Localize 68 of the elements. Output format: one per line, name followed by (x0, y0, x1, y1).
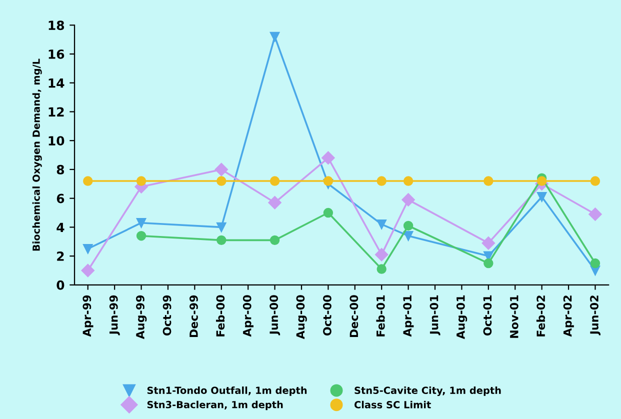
x-tick-label: Nov-01 (510, 295, 518, 338)
point (588, 208, 602, 221)
point (590, 176, 600, 186)
x-tick-label: Jun-99 (109, 295, 120, 336)
y-tick-label: 4 (56, 222, 64, 232)
x-tick-label: Apr-00 (242, 295, 254, 337)
y-tick-label: 14 (48, 78, 64, 88)
point (323, 208, 334, 218)
point (83, 244, 93, 254)
point (403, 230, 414, 241)
point (403, 176, 414, 186)
point (484, 258, 494, 268)
point (136, 230, 146, 241)
point (136, 218, 146, 228)
point (214, 162, 228, 176)
x-tick-label: Aug-01 (456, 295, 468, 340)
x-tick-label: Feb-02 (536, 296, 546, 336)
point (536, 192, 547, 202)
x-tick-label: Apr-02 (563, 296, 574, 337)
legend-label: Class SC Limit (354, 400, 431, 408)
y-tick-label: 6 (56, 194, 64, 204)
point (323, 176, 334, 186)
point (216, 235, 226, 246)
x-tick-label: Feb-01 (376, 295, 385, 336)
point (484, 176, 494, 186)
y-tick-label: 10 (48, 136, 64, 146)
x-tick-label: Apr-99 (82, 295, 94, 337)
legend-label: Stn1-Tondo Outfall, 1m depth (147, 386, 307, 396)
x-tick-label: Oct-99 (162, 295, 172, 336)
point (482, 236, 496, 250)
y-tick-label: 12 (48, 107, 64, 116)
point (376, 176, 386, 186)
point (590, 258, 600, 268)
legend-label: Stn3-Bacleran, 1m depth (147, 400, 283, 410)
x-tick-label: Aug-99 (136, 295, 147, 340)
x-tick-label: Jun-01 (430, 295, 440, 336)
point (402, 193, 415, 206)
point (216, 222, 226, 232)
point (322, 151, 335, 165)
y-axis-title: Biochemical Oxygen Demand, mg/L (32, 58, 42, 251)
y-tick-label: 16 (48, 49, 64, 59)
x-tick-label: Dec-99 (190, 295, 198, 338)
y-tick-label: 18 (48, 20, 64, 30)
x-tick-label: Oct-00 (323, 295, 332, 336)
point (136, 176, 146, 186)
point (270, 32, 280, 42)
x-tick-label: Apr-01 (403, 295, 414, 337)
x-tick-label: Aug-00 (296, 295, 307, 340)
point (270, 235, 280, 246)
point (376, 264, 386, 274)
point (268, 196, 282, 210)
point (375, 248, 388, 262)
y-tick-label: 0 (56, 280, 64, 290)
y-tick-label: 2 (57, 252, 64, 261)
x-tick-label: Jun-00 (270, 295, 280, 336)
point (376, 219, 386, 230)
x-tick-label: Jun-02 (590, 296, 601, 336)
point (81, 264, 94, 278)
point (270, 176, 280, 186)
point (403, 220, 414, 231)
legend-label: Stn5-Cavite City, 1m depth (354, 386, 501, 396)
point (216, 176, 226, 186)
x-tick-label: Dec-00 (350, 295, 358, 338)
point (83, 176, 93, 186)
x-tick-label: Feb-00 (216, 295, 225, 336)
x-tick-label: Oct-01 (483, 295, 492, 336)
y-tick-label: 8 (56, 164, 64, 174)
point (536, 176, 547, 186)
